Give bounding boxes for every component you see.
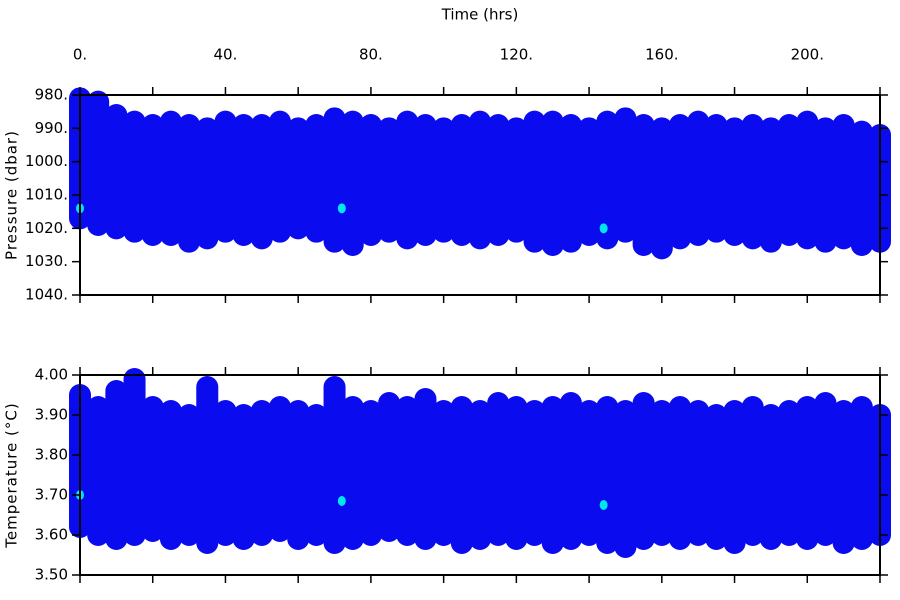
y-tick-label: 1010. [25,186,68,204]
y-tick-label: 3.90 [35,406,68,424]
y-tick-label: 1030. [25,252,68,270]
x-tick-label: 120. [500,46,533,64]
x-tick-label: 0. [73,46,87,64]
highlight-point [599,500,608,510]
y-tick-label: 3.80 [35,446,68,464]
y-tick-label: 1020. [25,219,68,237]
y-tick-label: 3.50 [35,566,68,584]
x-tick-label: 160. [645,46,678,64]
y-tick-label: 1040. [25,286,68,304]
y-axis-label: Pressure (dbar) [3,130,21,260]
y-tick-label: 3.70 [35,486,68,504]
highlight-point [337,203,346,214]
x-tick-label: 200. [791,46,824,64]
y-tick-label: 990. [35,119,68,137]
x-tick-label: 80. [359,46,383,64]
y-tick-label: 3.60 [35,526,68,544]
highlight-point [599,223,608,234]
x-axis-label: Time (hrs) [441,6,519,24]
highlight-point [337,496,346,506]
y-tick-label: 980. [35,86,68,104]
frame [79,374,881,576]
x-tick-label: 40. [214,46,238,64]
y-tick-label: 1000. [25,152,68,170]
y-tick-label: 4.00 [35,366,68,384]
y-axis-label: Temperature (°C) [3,402,21,548]
